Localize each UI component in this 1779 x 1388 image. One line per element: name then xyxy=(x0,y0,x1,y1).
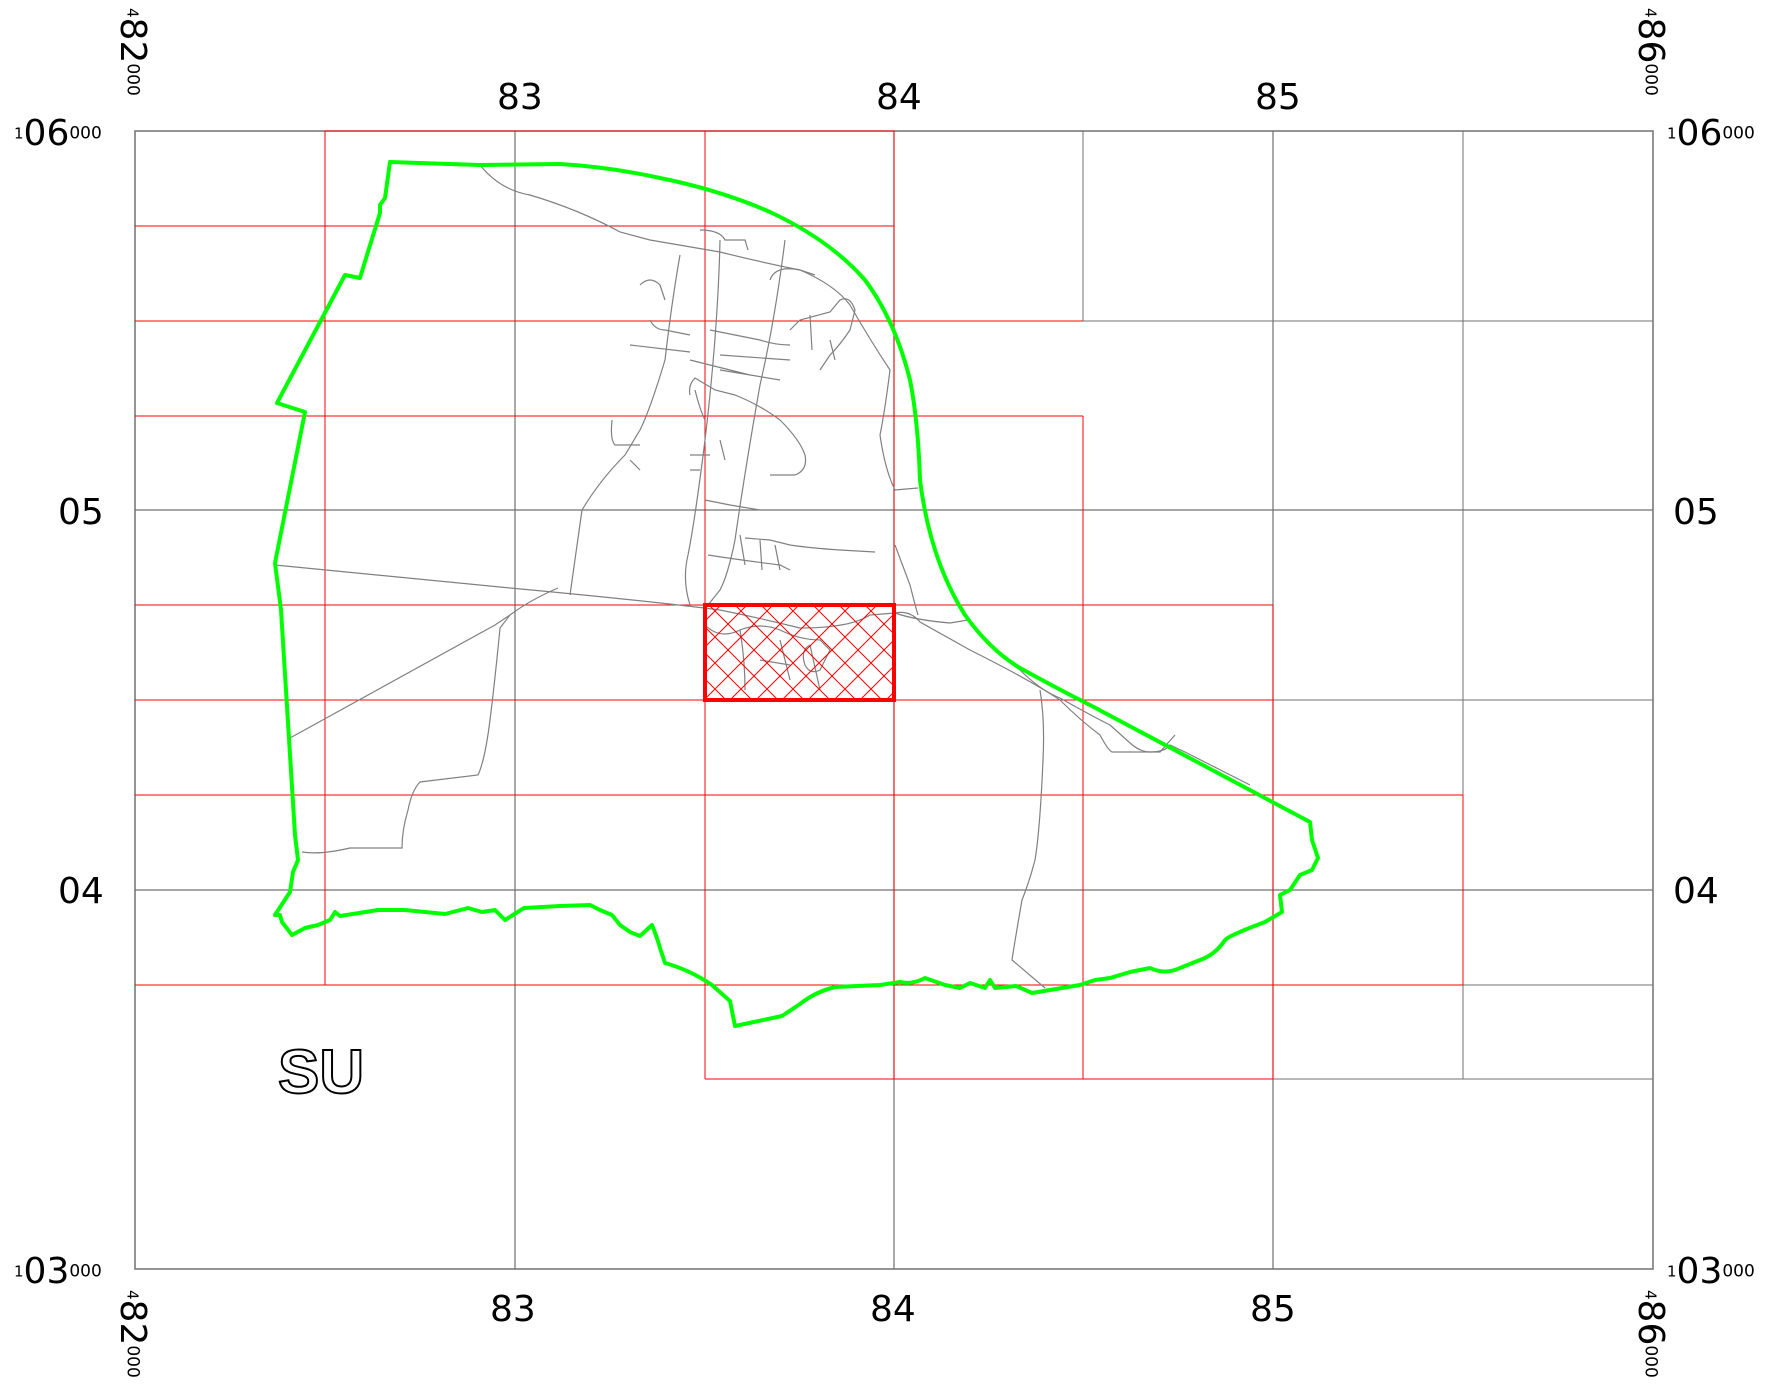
grid-square-letters: SU xyxy=(277,1038,365,1107)
easting-bottom-left: 482000 xyxy=(112,1290,153,1378)
northing-bottom-right: 103000 xyxy=(1667,1251,1755,1292)
top-tick-84: 84 xyxy=(876,77,922,118)
bottom-tick-84: 84 xyxy=(870,1289,916,1330)
bottom-tick-83: 83 xyxy=(490,1289,536,1330)
easting-top-left: 482000 xyxy=(112,8,153,96)
highlighted-tile[interactable] xyxy=(703,603,896,702)
northing-top-left: 106000 xyxy=(14,113,102,154)
left-tick-05: 05 xyxy=(58,492,104,533)
northing-bottom-left: 103000 xyxy=(14,1251,102,1292)
top-tick-83: 83 xyxy=(497,77,543,118)
northing-top-right: 106000 xyxy=(1667,113,1755,154)
right-tick-05: 05 xyxy=(1673,492,1719,533)
easting-bottom-right: 486000 xyxy=(1630,1290,1671,1378)
top-tick-85: 85 xyxy=(1255,77,1301,118)
bottom-tick-85: 85 xyxy=(1250,1289,1296,1330)
right-tick-04: 04 xyxy=(1673,871,1719,912)
area-boundary xyxy=(273,160,1320,1028)
left-tick-04: 04 xyxy=(58,871,104,912)
easting-top-right: 486000 xyxy=(1630,8,1671,96)
road-network xyxy=(274,164,1251,989)
